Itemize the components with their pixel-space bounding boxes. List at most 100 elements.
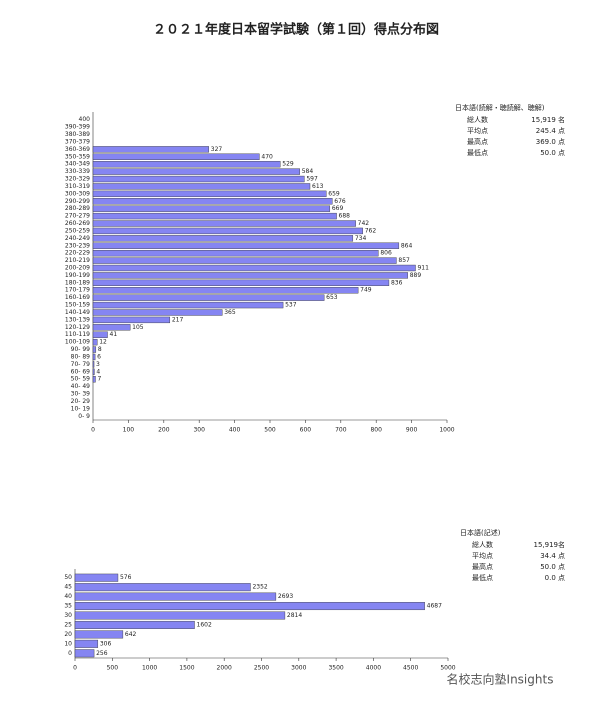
stats-value: 34.4 点 — [540, 552, 565, 560]
bar — [92, 353, 96, 361]
value-label: 217 — [172, 316, 184, 323]
y-tick-label: 210-219 — [65, 257, 90, 264]
bar — [92, 301, 284, 309]
value-label: 3 — [96, 361, 100, 368]
bar — [92, 257, 397, 264]
x-tick-label: 1500 — [179, 665, 194, 672]
bar — [92, 198, 333, 205]
y-tick-label: 380-389 — [65, 131, 90, 138]
bar — [92, 175, 305, 183]
y-tick-label: 200-209 — [65, 265, 90, 272]
y-tick-label: 30- 39 — [71, 391, 91, 398]
value-label: 762 — [365, 227, 377, 234]
value-label: 529 — [282, 161, 294, 168]
x-tick-label: 3500 — [328, 665, 343, 672]
bar — [92, 161, 281, 168]
y-tick-label: 140-149 — [65, 309, 90, 316]
value-label: 306 — [100, 640, 112, 647]
y-tick-label: 45 — [64, 584, 72, 591]
x-tick-label: 300 — [193, 427, 205, 434]
bar — [74, 639, 99, 648]
y-tick-label: 250-259 — [65, 227, 90, 234]
x-tick-label: 100 — [123, 427, 135, 434]
bar — [92, 264, 416, 272]
y-tick-label: 0- 9 — [78, 413, 90, 420]
value-label: 256 — [96, 650, 108, 657]
page-title: ２０２１年度日本留学試験（第１回）得点分布図 — [153, 22, 439, 38]
y-tick-label: 220-229 — [65, 250, 90, 257]
value-label: 365 — [224, 309, 236, 316]
value-label: 105 — [132, 324, 144, 331]
y-tick-label: 20- 29 — [71, 398, 91, 405]
bar — [74, 630, 124, 639]
value-label: 4687 — [427, 603, 442, 610]
value-label: 2693 — [278, 593, 293, 600]
y-tick-label: 230-239 — [65, 242, 90, 249]
y-tick-label: 40 — [64, 593, 72, 600]
value-label: 6 — [97, 353, 101, 360]
y-tick-label: 390-399 — [65, 124, 90, 131]
y-tick-label: 170-179 — [65, 287, 90, 294]
bar — [92, 212, 337, 220]
value-label: 889 — [410, 272, 422, 279]
stats-label: 最低点 — [467, 148, 488, 157]
bar — [74, 583, 251, 592]
bar — [92, 242, 400, 249]
stats-label: 最高点 — [472, 562, 493, 571]
y-tick-label: 400 — [79, 116, 91, 123]
value-label: 2352 — [252, 584, 267, 591]
bar — [92, 220, 356, 227]
x-tick-label: 0 — [91, 427, 95, 434]
value-label: 653 — [326, 294, 338, 301]
bar — [92, 338, 98, 346]
bar — [92, 250, 379, 257]
y-tick-label: 360-369 — [65, 146, 90, 153]
stats-label: 総人数 — [472, 540, 493, 549]
y-tick-label: 35 — [64, 603, 72, 610]
stats-label: 最低点 — [472, 573, 493, 582]
y-tick-label: 330-339 — [65, 168, 90, 175]
y-tick-label: 300-309 — [65, 190, 90, 197]
y-tick-label: 260-269 — [65, 220, 90, 227]
y-tick-label: 150-159 — [65, 302, 90, 309]
value-label: 7 — [97, 376, 101, 383]
stats-label: 総人数 — [467, 115, 488, 124]
bar — [92, 279, 390, 286]
value-label: 470 — [261, 153, 273, 160]
y-tick-label: 160-169 — [65, 294, 90, 301]
watermark: 名校志向塾Insights — [447, 672, 554, 687]
bar — [92, 287, 359, 294]
bar — [74, 573, 119, 582]
y-tick-label: 20 — [64, 631, 72, 638]
value-label: 749 — [360, 287, 372, 294]
x-tick-label: 1000 — [142, 665, 157, 672]
bar — [92, 309, 223, 316]
stats-value: 369.0 点 — [536, 138, 565, 146]
value-label: 669 — [332, 205, 344, 212]
x-tick-label: 600 — [300, 427, 312, 434]
bar — [92, 235, 354, 242]
y-tick-label: 50- 59 — [71, 376, 91, 383]
stats-value: 50.0 点 — [540, 563, 565, 571]
bar — [92, 316, 171, 324]
bar — [92, 153, 260, 160]
stats-label: 平均点 — [472, 551, 493, 560]
stats-label: 平均点 — [467, 126, 488, 135]
y-tick-label: 0 — [68, 650, 72, 657]
bar — [92, 376, 96, 383]
value-label: 642 — [125, 631, 137, 638]
bar — [92, 331, 108, 338]
bar — [92, 346, 97, 353]
x-tick-label: 2500 — [254, 665, 269, 672]
bar — [92, 368, 95, 375]
x-tick-label: 200 — [158, 427, 170, 434]
x-tick-label: 800 — [370, 427, 382, 434]
bar — [74, 611, 286, 620]
y-tick-label: 60- 69 — [71, 368, 91, 375]
y-tick-label: 240-249 — [65, 235, 90, 242]
value-label: 806 — [380, 250, 392, 257]
value-label: 2814 — [287, 612, 302, 619]
value-label: 613 — [312, 183, 324, 190]
stats-title: 日本語(読解・聴読解、聴解) — [455, 103, 545, 112]
